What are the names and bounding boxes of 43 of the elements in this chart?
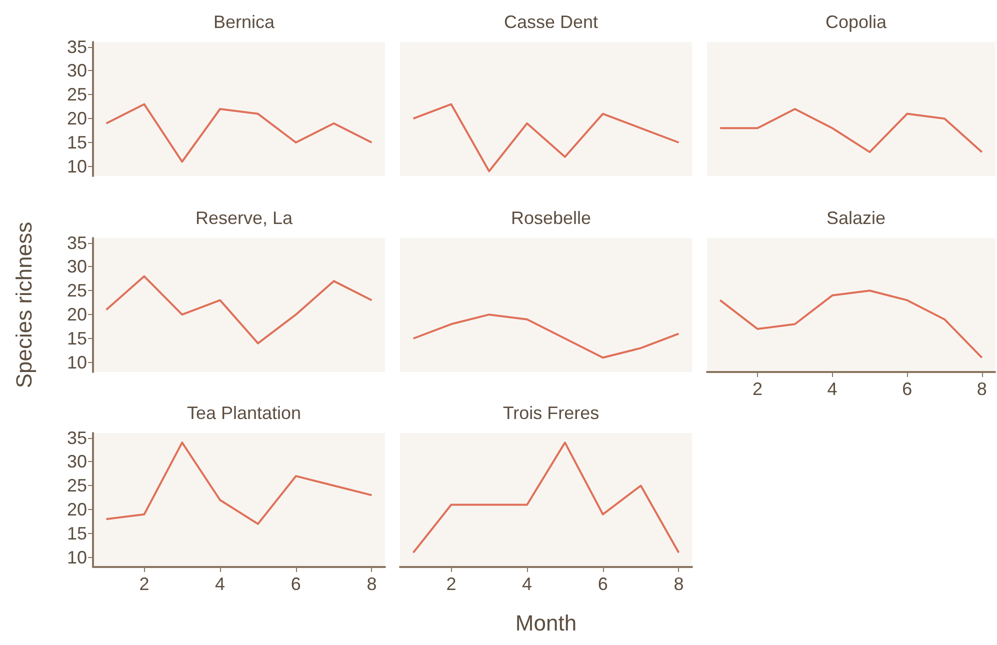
y-tick-label: 30 xyxy=(66,256,87,277)
x-axis-title: Month xyxy=(515,610,577,636)
y-tick-label: 15 xyxy=(66,132,87,152)
chart-title: Tea Plantation xyxy=(186,403,302,423)
x-tick-label: 4 xyxy=(827,379,838,399)
y-tick-label: 25 xyxy=(66,476,87,496)
y-tick-label: 35 xyxy=(66,36,87,57)
y-tick-label: 20 xyxy=(66,304,87,325)
x-tick-label: 6 xyxy=(290,574,301,594)
x-tick-label: 8 xyxy=(674,574,684,594)
chart-title: Bernica xyxy=(213,12,276,32)
y-tick-label: 10 xyxy=(66,352,87,372)
y-tick-label: 30 xyxy=(66,60,87,81)
y-tick-label: 15 xyxy=(66,524,87,544)
y-tick-label: 25 xyxy=(66,84,87,105)
x-tick-label: 8 xyxy=(976,379,987,399)
y-tick-label: 15 xyxy=(66,328,87,348)
chart-title: Rosebelle xyxy=(510,208,592,228)
chart-title: Copolia xyxy=(825,12,888,32)
x-tick-label: 6 xyxy=(598,574,608,594)
y-tick-label: 35 xyxy=(66,232,87,253)
x-tick-label: 2 xyxy=(446,574,456,594)
x-tick-label: 8 xyxy=(366,574,377,594)
y-tick-label: 20 xyxy=(66,108,87,129)
line-series xyxy=(105,442,373,525)
y-tick-label: 35 xyxy=(66,428,87,448)
y-axis-title: Species richness xyxy=(12,222,36,388)
x-tick-label: 4 xyxy=(215,574,226,594)
y-tick-label: 10 xyxy=(66,547,87,568)
chart-title: Reserve, La xyxy=(195,208,294,228)
y-tick-label: 10 xyxy=(66,156,87,176)
chart-title: Salazie xyxy=(826,208,886,228)
x-tick-label: 4 xyxy=(522,574,532,594)
chart-title: Casse Dent xyxy=(504,12,598,32)
chart-title: Trois Freres xyxy=(502,403,600,423)
line-series xyxy=(105,275,373,344)
line-series xyxy=(105,103,373,163)
y-tick-label: 30 xyxy=(66,452,87,472)
y-tick-label: 25 xyxy=(66,280,87,301)
y-tick-label: 20 xyxy=(66,500,87,520)
x-tick-label: 2 xyxy=(752,379,762,399)
x-tick-label: 2 xyxy=(139,574,150,594)
x-tick-label: 6 xyxy=(902,379,912,399)
